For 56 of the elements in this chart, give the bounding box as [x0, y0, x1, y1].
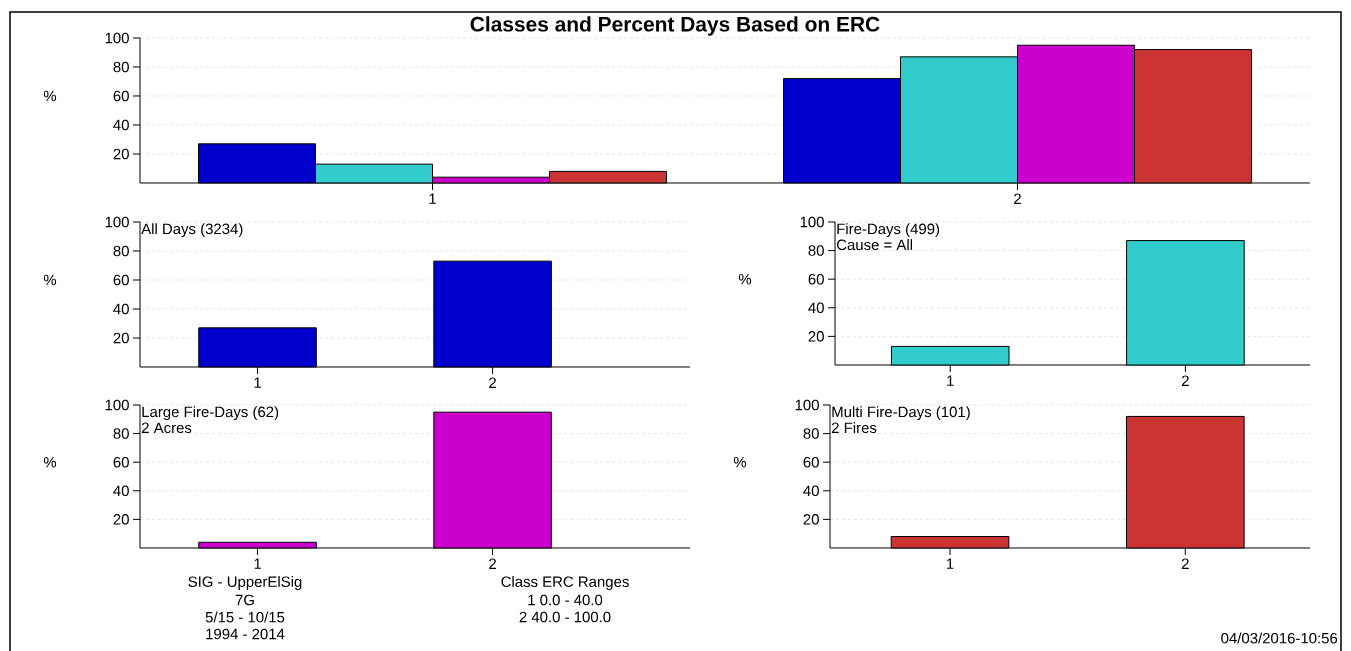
y-tick-label: 20: [808, 331, 824, 342]
text: 7G: [235, 594, 254, 606]
chart-title: Classes and Percent Days Based on ERC: [470, 16, 880, 36]
y-axis-title: %: [43, 274, 57, 286]
x-tick-label: 1: [254, 377, 261, 388]
y-tick-label: 60: [113, 456, 129, 468]
y-tick-label: 80: [113, 428, 129, 439]
text: Cause = All: [836, 239, 913, 251]
chart-title: Fire-Days (499): [837, 223, 940, 238]
y-tick-label: 60: [113, 274, 129, 286]
x-tick-label: 1: [254, 558, 261, 569]
y-axis-title: %: [738, 273, 752, 285]
y-tick-label: 100: [105, 32, 129, 44]
y-tick-label: 80: [113, 61, 129, 73]
y-axis-title: %: [733, 456, 747, 468]
y-axis-title: %: [43, 90, 57, 102]
x-tick-label: 1: [429, 193, 436, 204]
y-axis-title: %: [43, 456, 57, 468]
y-tick-label: 100: [795, 399, 819, 411]
y-tick-label: 100: [800, 216, 824, 228]
y-tick-label: 20: [113, 514, 129, 525]
x-tick-label: 1: [947, 558, 954, 569]
x-tick-label: 2: [1181, 375, 1189, 386]
y-tick-label: 60: [113, 90, 129, 102]
y-tick-label: 40: [803, 485, 819, 497]
text: 1994 - 2014: [206, 628, 285, 640]
text: 2 Fires: [831, 422, 877, 434]
x-tick-label: 2: [1014, 193, 1021, 204]
y-tick-label: 20: [113, 148, 129, 160]
y-tick-label: 20: [803, 514, 819, 525]
text: 2 Acres: [141, 422, 192, 434]
y-tick-label: 80: [808, 245, 824, 256]
text: 5/15 - 10/15: [205, 611, 285, 623]
chart-title: Large Fire-Days (62): [142, 406, 279, 421]
text: 1 0.0 - 40.0: [528, 594, 603, 606]
x-tick-label: 2: [1181, 558, 1189, 569]
y-tick-label: 60: [803, 456, 819, 468]
chart-title: All Days (3234): [141, 223, 243, 238]
y-tick-label: 40: [113, 485, 129, 497]
y-tick-label: 40: [808, 302, 824, 314]
x-tick-label: 2: [489, 558, 496, 569]
y-tick-label: 40: [113, 303, 129, 315]
x-tick-label: 1: [947, 375, 954, 386]
y-tick-label: 80: [113, 245, 129, 257]
text: 2 40.0 - 100.0: [519, 611, 611, 623]
text: 04/03/2016-10:56: [1221, 632, 1338, 644]
y-tick-label: 20: [113, 332, 129, 344]
y-tick-label: 80: [803, 428, 819, 439]
text: Class ERC Ranges: [501, 576, 629, 590]
y-tick-label: 100: [105, 216, 129, 228]
y-tick-label: 100: [105, 399, 129, 411]
y-tick-label: 40: [113, 119, 129, 131]
y-tick-label: 60: [808, 273, 824, 285]
text: SIG - UpperElSig: [188, 576, 302, 590]
chart-title: Multi Fire-Days (101): [832, 406, 970, 421]
x-tick-label: 2: [489, 377, 496, 388]
